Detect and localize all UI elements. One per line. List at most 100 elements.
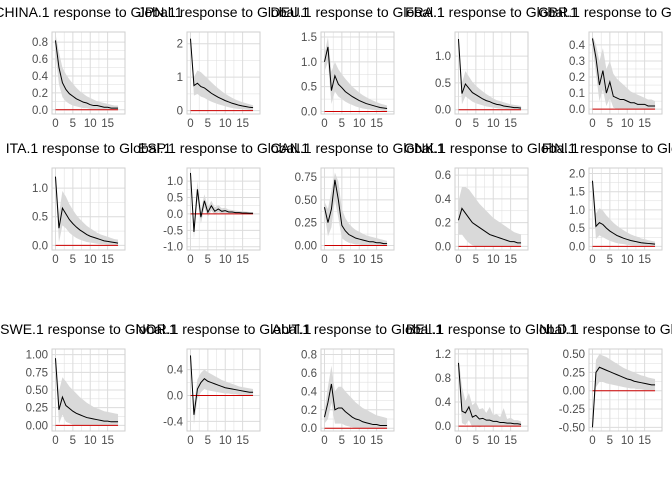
y-tick-label: 0.25 [295,218,317,230]
x-tick-label: 0 [321,435,327,447]
x-tick-label: 10 [353,435,366,447]
panel-border [51,348,126,432]
x-tick-label: 10 [487,118,500,130]
y-tick-label: 0.6 [32,54,48,66]
confidence-band [190,35,254,110]
y-tick-label: 0.0 [32,105,48,117]
y-tick-label: 0 [177,106,183,118]
panel-title: ESP.1 response to Global.1 [138,140,309,156]
y-tick-label: 0.0 [435,421,451,433]
x-tick-label: 0 [187,254,193,266]
x-tick-label: 10 [621,118,634,130]
y-tick-label: 0.2 [301,405,317,417]
x-tick-label: 15 [101,254,114,266]
y-tick-label: 1.2 [435,349,451,361]
response-line [457,362,522,425]
panel-title: ITA.1 response to Global.1 [6,140,172,156]
irf-panel: 0.0 0.5 1.0 0 5 10 15 ITA.1 response to Global.… [6,140,172,266]
irf-panel: 0.0 0.5 1.0 0 5 10 15 FRA.1 response to Global.… [405,4,578,130]
x-tick-label: 5 [205,435,211,447]
response-line [591,366,656,428]
x-tick-label: 0 [455,118,461,130]
y-tick-label: 0.5 [301,82,317,94]
y-tick-label: 0.8 [435,373,451,385]
panel-border [454,348,529,432]
x-tick-label: 0 [589,435,595,447]
y-tick-label: 0.8 [301,350,317,362]
x-tick-label: 15 [504,435,517,447]
panel-title: SWE.1 response to Global.1 [0,321,177,337]
x-tick-label: 15 [101,435,114,447]
response-line [457,38,522,109]
y-tick-label: 0.0 [301,107,317,119]
irf-panel: -0.50 -0.25 0.00 0.25 0.50 0 5 10 15 NLD.1 respon… [539,321,672,447]
x-tick-label: 5 [339,435,345,447]
x-tick-label: 0 [321,118,327,130]
panel-title: CHINA.1 response to Global.1 [0,4,183,20]
y-tick-label: 1.0 [32,183,48,195]
irf-panel: 0.0 0.2 0.4 0.6 0 5 10 15 GNK.1 response to Glob… [404,140,579,266]
y-tick-label: 1.0 [569,205,585,217]
y-tick-label: -0.5 [163,225,183,237]
y-tick-label: 1.0 [301,57,317,69]
irf-panel: -1.0 -0.5 0.0 0.5 1.0 0 5 10 15 ESP.1 response to… [138,140,309,266]
y-tick-label: 0.0 [435,241,451,253]
y-tick-label: 2.0 [569,168,585,180]
confidence-band [458,34,522,110]
y-tick-label: -0.4 [163,416,183,428]
y-tick-label: 0.4 [167,365,184,377]
x-tick-label: 5 [205,254,211,266]
x-tick-label: 5 [473,435,479,447]
irf-panel: 0.0 0.4 0.8 1.2 0 5 10 15 BEL.1 response to Glob… [406,321,577,447]
y-tick-label: 1 [177,72,183,84]
panel-title: BEL.1 response to Global.1 [406,321,577,337]
response-line [189,355,254,415]
panel-border [588,167,663,251]
y-tick-label: 0.00 [563,386,585,398]
x-tick-label: 15 [638,435,651,447]
irf-panel: 0.00 0.25 0.50 0.75 0 5 10 15 CAN.1 response to … [270,140,445,266]
x-tick-label: 5 [607,435,613,447]
x-tick-label: 10 [84,435,97,447]
response-line [323,46,388,110]
panel-border [454,167,529,251]
confidence-band [190,169,254,239]
response-line [54,176,119,244]
response-line [189,172,254,233]
y-tick-label: 0.5 [435,78,451,90]
x-tick-label: 15 [504,118,517,130]
x-tick-label: 0 [589,254,595,266]
x-tick-label: 15 [236,118,249,130]
y-tick-label: -0.50 [559,422,585,434]
panel-title: GNK.1 response to Global.1 [404,140,579,156]
y-tick-label: 0.0 [301,423,317,435]
y-tick-label: 0.4 [435,397,452,409]
irf-panel: 0.0 0.5 1.0 1.5 2.0 0 5 10 15 FIN.1 response to G… [542,140,672,266]
y-tick-label: 0.25 [26,403,48,415]
panel-title: CAN.1 response to Global.1 [270,140,445,156]
x-tick-label: 5 [473,118,479,130]
x-tick-label: 10 [84,118,97,130]
x-tick-label: 10 [219,435,232,447]
y-tick-label: 0.75 [26,367,48,379]
confidence-band [324,365,388,429]
y-tick-label: 0.5 [167,193,183,205]
irf-panel: 0.0 0.2 0.4 0.6 0.8 0 5 10 15 AUT.1 response to G… [272,321,443,447]
x-tick-label: 0 [187,118,193,130]
y-tick-label: 0.00 [295,240,317,252]
y-tick-label: 1.0 [435,51,451,63]
y-tick-label: 0.0 [435,105,451,117]
y-tick-label: 0.4 [301,386,318,398]
confidence-band [592,354,656,431]
y-tick-label: 0.00 [26,420,48,432]
panel-border [454,31,529,115]
irf-panel: 0.00 0.25 0.50 0.75 1.00 0 5 10 15 SWE.1 response… [0,321,177,447]
panel-border [186,167,261,251]
confidence-band [324,172,388,246]
y-tick-label: 0.6 [301,368,317,380]
y-tick-label: 0.2 [569,72,585,84]
x-tick-label: 5 [339,118,345,130]
x-tick-label: 15 [638,254,651,266]
panel-border [588,348,663,432]
